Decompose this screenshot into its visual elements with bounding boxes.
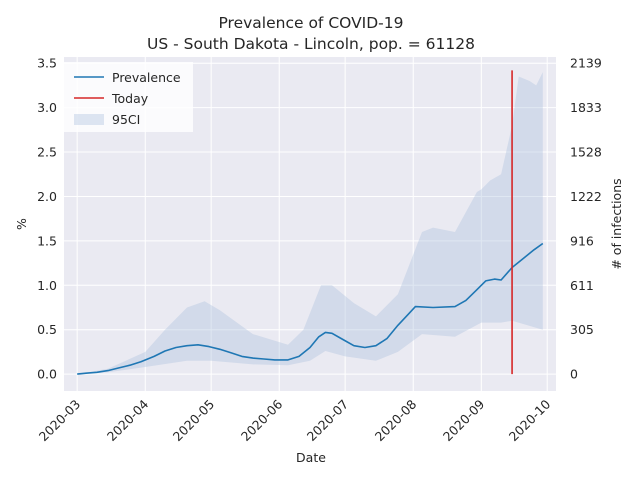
ci-band <box>77 72 543 375</box>
grid <box>64 57 556 391</box>
legend-swatch-ci <box>74 114 104 125</box>
x-tick-label: 2020-07 <box>304 397 352 445</box>
legend-label-today: Today <box>111 91 149 106</box>
legend-label-ci: 95CI <box>112 112 140 127</box>
y-tick-label: 2.0 <box>37 189 57 204</box>
x-tick-label: 2020-08 <box>372 396 420 444</box>
y-axis-label-right: # of infections <box>609 178 624 269</box>
x-axis-label: Date <box>296 450 326 465</box>
chart-title-line1: Prevalence of COVID-19 <box>218 14 403 32</box>
y-right-tick-label: 1528 <box>570 145 602 160</box>
x-tick-label: 2020-09 <box>440 396 488 444</box>
y-tick-label: 1.5 <box>37 233 57 248</box>
series-lines <box>77 70 544 375</box>
y-tick-label: 1.0 <box>37 278 57 293</box>
confidence-band <box>77 72 543 375</box>
y-right-tick-label: 1833 <box>570 100 602 115</box>
prevalence-line <box>77 242 544 375</box>
y-tick-label: 0.0 <box>37 367 57 382</box>
legend-label-prevalence: Prevalence <box>112 70 181 85</box>
y-tick-label: 3.5 <box>37 56 57 71</box>
y-right-tick-label: 611 <box>570 278 594 293</box>
y-tick-label: 0.5 <box>37 322 57 337</box>
y-right-tick-label: 2139 <box>570 56 602 71</box>
y-tick-label: 3.0 <box>37 100 57 115</box>
legend: Prevalence Today 95CI <box>63 62 193 132</box>
x-tick-label: 2020-05 <box>170 397 218 445</box>
x-tick-label: 2020-10 <box>506 396 554 444</box>
y-right-tick-label: 305 <box>570 322 594 337</box>
y-right-tick-label: 0 <box>570 367 578 382</box>
legend-box <box>63 62 193 132</box>
chart-title-line2: US - South Dakota - Lincoln, pop. = 6112… <box>147 35 475 53</box>
y-tick-label: 2.5 <box>37 145 57 160</box>
y-right-tick-label: 916 <box>570 233 594 248</box>
x-tick-label: 2020-04 <box>104 396 152 444</box>
y-axis-label: % <box>14 218 29 230</box>
x-tick-label: 2020-03 <box>36 397 84 445</box>
y-right-tick-label: 1222 <box>570 189 602 204</box>
x-tick-label: 2020-06 <box>238 396 286 444</box>
